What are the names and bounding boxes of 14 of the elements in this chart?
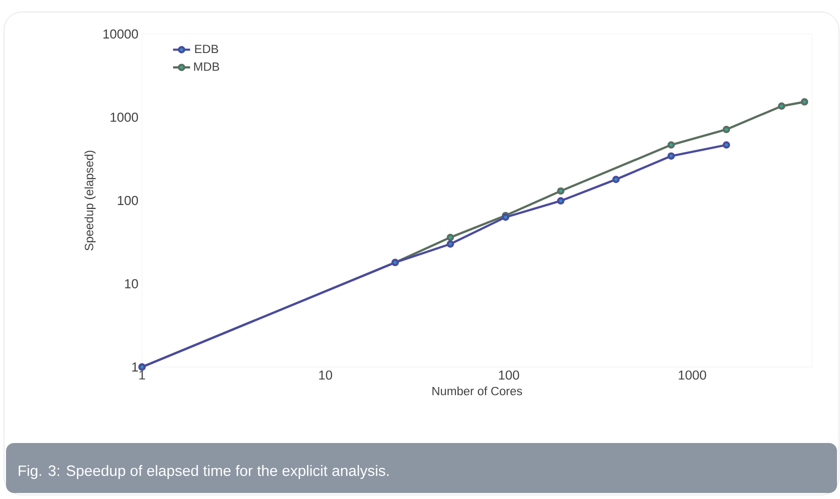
y-tick-label: 1000 [110,112,138,122]
caption: Fig. 3: Speedup of elapsed time for the explicit analysis. [18,465,389,479]
y-tick-label: 10 [125,279,138,288]
x-axis-title: Number of Cores [432,386,522,396]
y-tick-label: 1 [132,362,138,372]
x-tick-label: 100 [498,370,520,380]
legend-label: MDB [194,62,220,71]
x-tick-label: 1 [139,370,145,380]
x-tick-label: 1000 [678,370,706,380]
x-tick-label: 10 [319,370,332,380]
y-tick-label: 10000 [103,29,138,39]
y-axis-title: Speedup (elapsed) [84,150,96,250]
legend-label: EDB [195,44,218,54]
y-tick-label: 100 [118,196,138,206]
